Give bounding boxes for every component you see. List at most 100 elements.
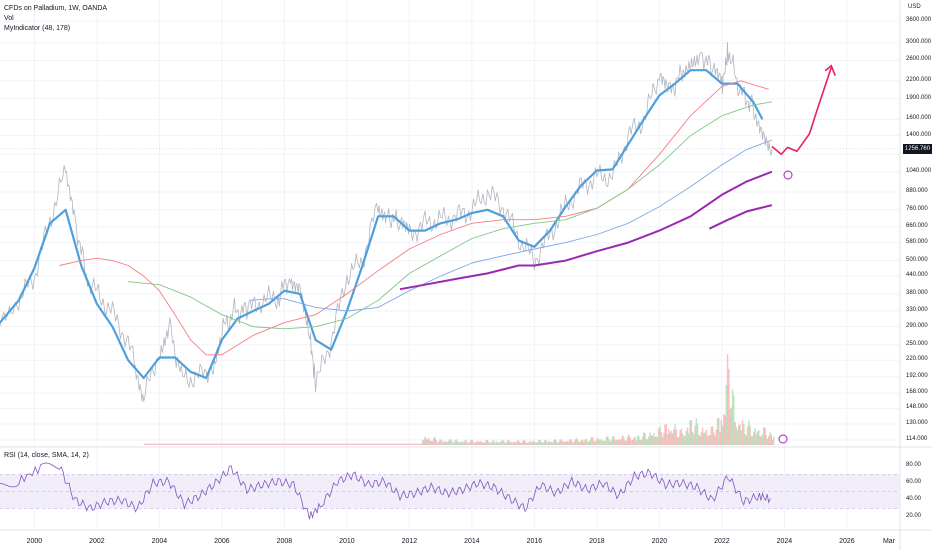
volume-bar — [734, 422, 736, 445]
volume-bar — [491, 440, 494, 445]
volume-bar — [564, 441, 566, 445]
volume-bar — [307, 443, 309, 445]
volume-bar — [701, 427, 704, 445]
volume-bar — [658, 428, 660, 445]
volume-bar — [718, 417, 720, 445]
event-marker-circle — [783, 170, 793, 180]
volume-bar — [663, 433, 665, 445]
volume-bar — [283, 443, 286, 445]
volume-bar — [278, 443, 281, 445]
volume-bar — [676, 437, 679, 445]
volume-bar — [456, 441, 459, 445]
volume-bar — [580, 440, 583, 445]
price-tick-label: 114.000 — [906, 436, 928, 442]
volume-bar — [496, 442, 499, 445]
volume-bar — [756, 431, 759, 445]
volume-bar — [478, 441, 480, 445]
volume-bar — [575, 437, 578, 445]
volume-bar — [688, 433, 690, 445]
rsi-pane — [0, 462, 900, 520]
volume-bar — [544, 440, 546, 445]
volume-bar — [217, 443, 219, 445]
volume-bar — [540, 441, 543, 445]
volume-bar — [277, 443, 279, 445]
volume-bar — [619, 439, 621, 445]
volume-bar — [516, 440, 519, 445]
volume-bar — [655, 436, 658, 445]
rsi-legend[interactable]: RSI (14, close, SMA, 14, 2) — [4, 452, 89, 459]
volume-bar — [395, 443, 397, 445]
series-red_ma — [59, 80, 769, 356]
volume-bar — [539, 439, 541, 445]
indicator-legend[interactable]: MyIndicator (48, 178) — [4, 25, 71, 32]
volume-bar — [684, 435, 686, 445]
volume-bar — [267, 443, 269, 445]
volume-bar — [444, 441, 446, 445]
volume-bar — [300, 443, 302, 445]
rsi-tick-label: 80.00 — [906, 462, 922, 468]
volume-bar — [605, 437, 608, 445]
volume-bar — [366, 443, 368, 445]
volume-bar — [197, 443, 199, 445]
volume-bar — [753, 431, 755, 445]
volume-bar — [610, 440, 613, 445]
volume-bar — [230, 443, 232, 445]
volume-bar — [625, 440, 628, 445]
volume-bar — [659, 426, 661, 445]
volume-bar — [156, 443, 158, 445]
volume-bar — [525, 442, 528, 445]
markers — [778, 170, 793, 444]
series-thick_ma — [0, 69, 764, 380]
volume-bar — [227, 443, 229, 445]
volume-bar — [690, 420, 693, 445]
volume-bar — [171, 443, 173, 445]
volume-bar — [458, 442, 460, 445]
volume-bar — [520, 443, 523, 445]
volume-bar — [763, 426, 765, 445]
volume-bar — [361, 443, 363, 445]
volume-bar — [365, 443, 367, 445]
volume-bar — [479, 441, 481, 445]
volume-bar — [744, 434, 746, 445]
volume-bar — [221, 443, 223, 445]
volume-bar — [203, 443, 206, 445]
volume-bar — [417, 443, 419, 445]
volume-bar — [766, 438, 769, 445]
volume-bar — [678, 436, 680, 445]
volume-bar — [206, 443, 208, 445]
volume-bar — [226, 443, 228, 445]
volume-bar — [358, 443, 361, 445]
volume-bar — [490, 442, 493, 445]
volume-bar — [716, 418, 719, 445]
volume-bar — [579, 441, 581, 445]
volume-bar — [153, 443, 156, 445]
volume-bar — [306, 443, 308, 445]
volume-bar — [586, 441, 589, 445]
time-tick-label: 2022 — [714, 538, 730, 545]
price-tick-label: 1900.000 — [906, 94, 932, 101]
volume-bar — [413, 443, 416, 445]
volume-bar — [535, 442, 538, 445]
volume-bar — [515, 442, 518, 445]
volume-bar — [709, 434, 711, 445]
volume-bar — [551, 442, 554, 445]
volume-bar — [660, 432, 663, 445]
vol-legend[interactable]: Vol — [4, 15, 14, 22]
volume-bar — [252, 443, 254, 445]
volume-bar — [726, 354, 729, 445]
volume-bar — [745, 435, 748, 445]
volume-bar — [396, 443, 398, 445]
volume-bar — [526, 442, 529, 445]
volume-bar — [455, 439, 458, 445]
volume-bar — [633, 438, 635, 445]
volume-bar — [146, 443, 148, 445]
volume-bar — [181, 443, 183, 445]
volume-bar — [316, 443, 318, 445]
symbol-title[interactable]: CFDs on Palladium, 1W, OANDA — [4, 5, 108, 12]
volume-bar — [743, 424, 745, 445]
volume-bar — [674, 424, 676, 445]
volume-bar — [568, 441, 570, 445]
series-purple_upper — [708, 204, 773, 230]
